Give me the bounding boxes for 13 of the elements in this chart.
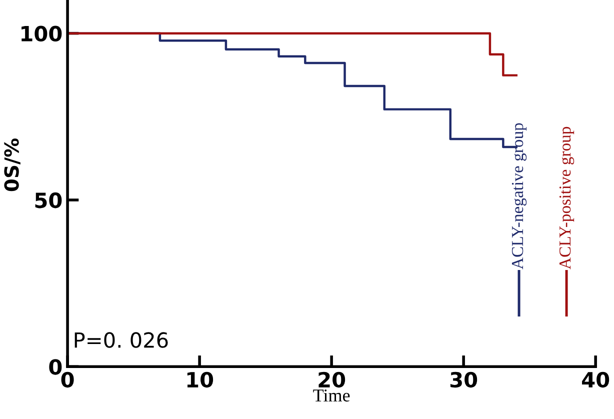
y-tick-label: 100: [22, 26, 62, 42]
x-axis-title: Time: [313, 389, 350, 402]
y-tick-label: 0: [49, 359, 62, 375]
x-tick-label: 20: [318, 372, 346, 388]
x-tick-label: 30: [450, 372, 478, 388]
x-tick-label: 10: [187, 372, 214, 388]
y-axis-title: 0S/%: [4, 138, 20, 192]
annotation: P=0. 026: [74, 332, 168, 348]
text: ACLY-negative group: [512, 123, 527, 270]
x-tick-label: 0: [61, 372, 74, 388]
y-tick-label: 50: [35, 192, 62, 208]
x-tick-label: 40: [582, 372, 610, 388]
text: ACLY-positive group: [559, 126, 574, 270]
